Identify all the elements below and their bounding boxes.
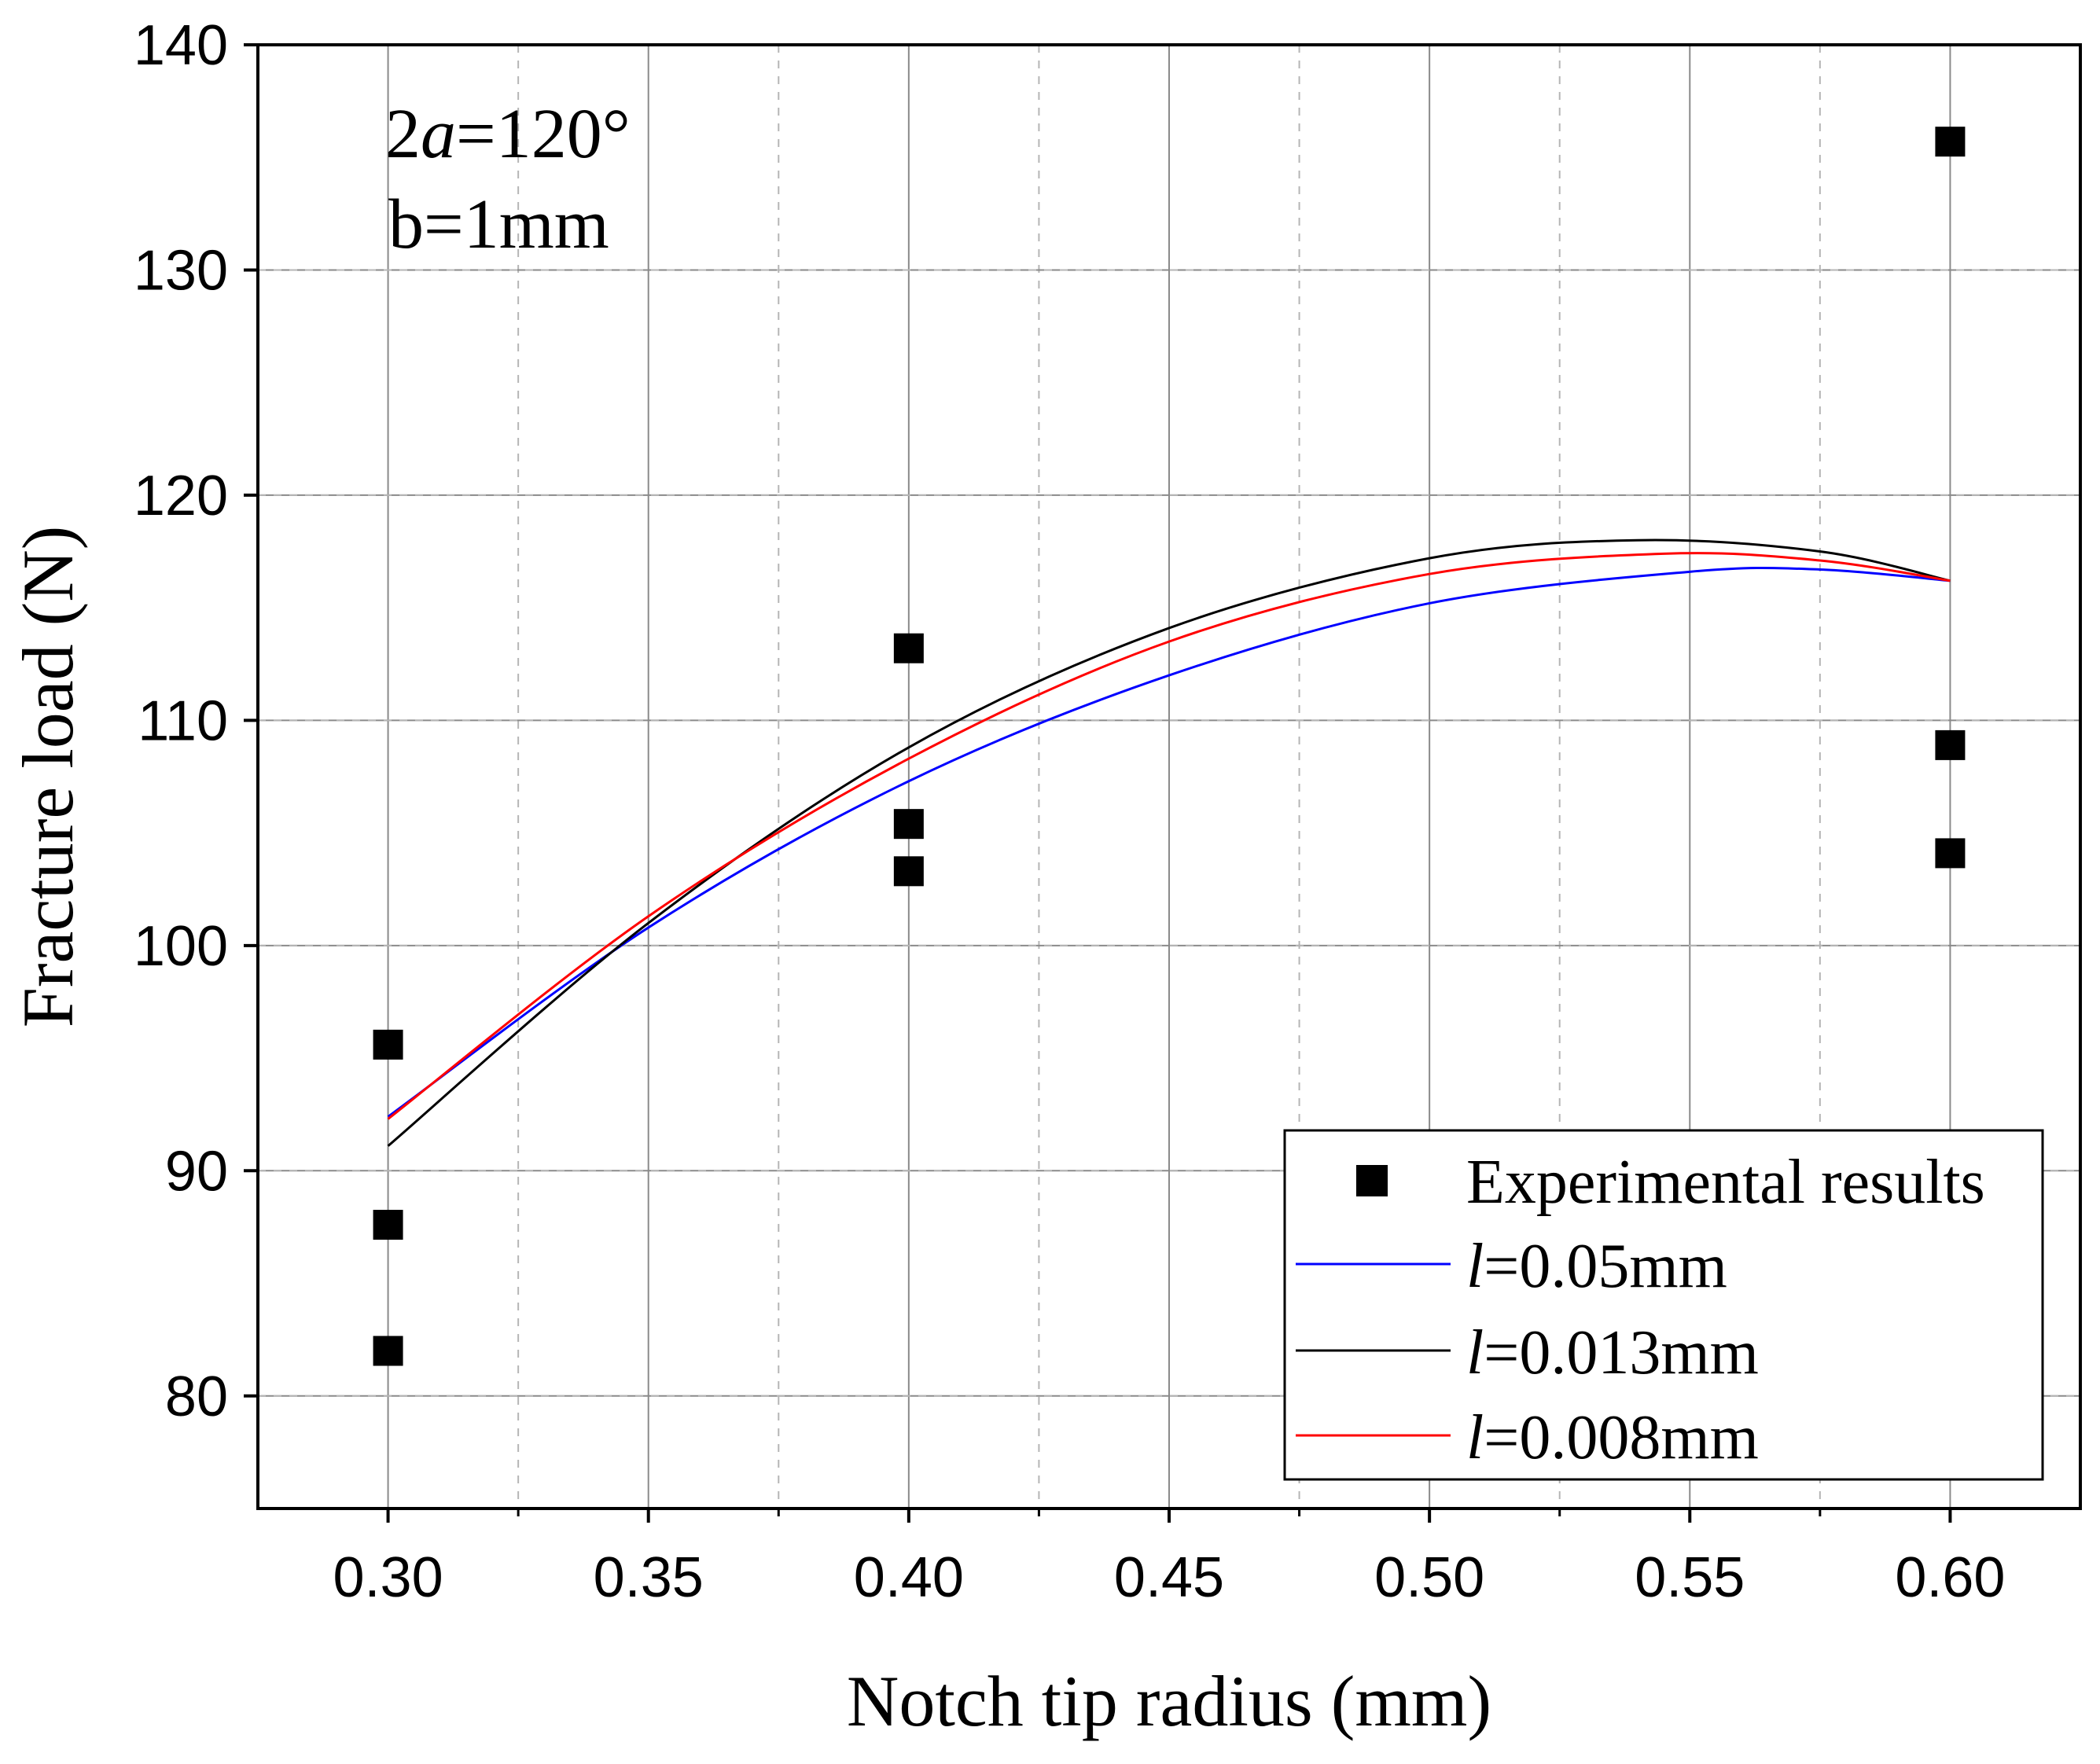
- y-tick-label: 100: [134, 915, 228, 978]
- angle-annotation: 2a=120°: [385, 95, 631, 173]
- legend: Experimental results l=0.05mm l=0.013mm …: [1283, 1129, 2044, 1481]
- legend-label-l0013: l=0.013mm: [1466, 1318, 1759, 1387]
- experimental-point: [373, 1029, 403, 1060]
- x-tick-label: 0.60: [1895, 1546, 2005, 1609]
- tick-labels: 0.30 0.35 0.40 0.45 0.50 0.55 0.60 80 90 100 110 12…: [134, 14, 2006, 1609]
- y-tick-label: 130: [134, 239, 228, 302]
- experimental-markers: [373, 127, 1966, 1366]
- legend-marker-experimental: [1356, 1165, 1388, 1196]
- x-axis-title: Notch tip radius (mm): [847, 1661, 1491, 1741]
- x-tick-label: 0.50: [1374, 1546, 1484, 1609]
- legend-label-l0008: l=0.008mm: [1466, 1403, 1759, 1472]
- legend-label-experimental: Experimental results: [1466, 1148, 1985, 1217]
- series-line-2: [387, 538, 1951, 1147]
- experimental-point: [373, 1210, 403, 1240]
- y-tick-label: 110: [138, 689, 228, 752]
- x-tick-label: 0.55: [1635, 1546, 1745, 1609]
- legend-box: [1283, 1129, 2044, 1481]
- experimental-point: [1935, 729, 1966, 760]
- experimental-point: [373, 1336, 403, 1366]
- thickness-annotation: b=1mm: [388, 186, 609, 263]
- y-tick-label: 140: [134, 14, 228, 77]
- x-tick-label: 0.30: [333, 1546, 443, 1609]
- y-tick-label: 120: [134, 465, 228, 527]
- experimental-point: [1935, 127, 1966, 157]
- series-lines: [387, 538, 1951, 1147]
- grid-lines: [258, 45, 2080, 1509]
- experimental-point: [893, 856, 924, 887]
- x-tick-label: 0.45: [1114, 1546, 1224, 1609]
- x-tick-label: 0.35: [594, 1546, 704, 1609]
- y-axis-title: Fracture load (N): [8, 526, 88, 1028]
- legend-label-l005: l=0.05mm: [1466, 1232, 1727, 1301]
- y-tick-label: 80: [165, 1365, 228, 1428]
- experimental-point: [893, 809, 924, 840]
- experimental-point: [1935, 838, 1966, 869]
- axis-ticks: [244, 43, 1952, 1523]
- x-tick-label: 0.40: [854, 1546, 964, 1609]
- y-tick-label: 90: [165, 1140, 228, 1203]
- experimental-point: [893, 633, 924, 663]
- series-line-1: [387, 566, 1951, 1118]
- series-line-3: [387, 552, 1951, 1120]
